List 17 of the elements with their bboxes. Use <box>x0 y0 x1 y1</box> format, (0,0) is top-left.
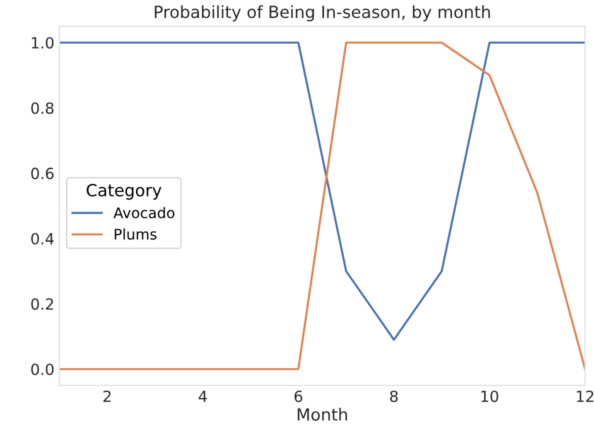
x-axis-title: Month <box>298 408 347 421</box>
x-tick-label: 6 <box>294 390 302 402</box>
x-tick-label: 8 <box>390 390 398 402</box>
y-tick-label: 0.8 <box>31 102 54 114</box>
legend-title: Category <box>86 184 162 200</box>
legend-label: Plums <box>114 228 157 240</box>
legend-label: Avocado <box>113 206 174 218</box>
x-tick-label: 2 <box>103 390 111 402</box>
y-tick-label: 0.0 <box>31 364 54 376</box>
y-tick-label: 0.6 <box>31 168 54 180</box>
x-tick-label: 10 <box>481 390 498 402</box>
y-tick-label: 0.4 <box>31 232 54 245</box>
y-tick-label: 1.0 <box>32 37 54 49</box>
x-tick-label: 4 <box>198 390 207 402</box>
y-tick-label: 0.2 <box>31 298 54 310</box>
x-tick-label: 12 <box>577 390 594 402</box>
chart-title: Probability of Being In-season, by month <box>154 5 490 22</box>
